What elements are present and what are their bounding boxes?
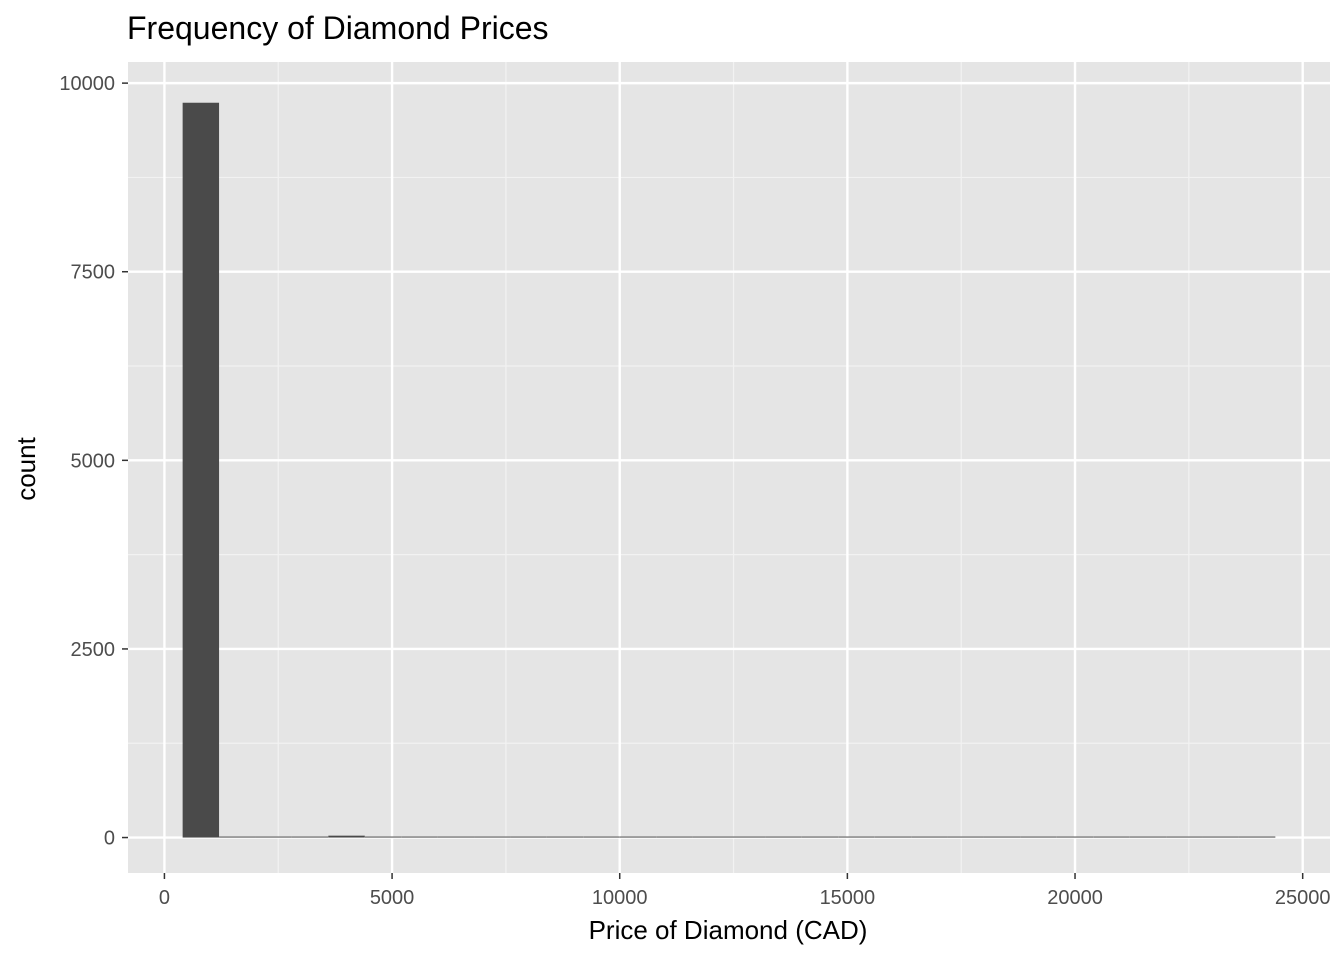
- x-tick-label: 25000: [1275, 887, 1331, 909]
- histogram-bar: [255, 836, 292, 838]
- histogram-bar: [1166, 836, 1203, 838]
- grid-lines: [128, 62, 1330, 873]
- histogram-bar: [692, 836, 729, 838]
- histogram-bar: [874, 836, 912, 838]
- histogram-bar: [729, 836, 766, 838]
- histogram-bar: [546, 836, 584, 838]
- histogram-bar: [656, 836, 693, 838]
- histogram-bar: [328, 835, 365, 838]
- y-tick-label: 10000: [59, 73, 115, 95]
- y-tick-label: 2500: [71, 639, 116, 661]
- y-tick-label: 7500: [71, 262, 116, 284]
- histogram-bar: [219, 836, 256, 838]
- x-tick-label: 20000: [1047, 887, 1103, 909]
- histogram-bar: [911, 836, 948, 838]
- histogram-bar: [474, 836, 511, 838]
- histogram-bar: [1202, 836, 1239, 838]
- histogram-bar: [510, 836, 547, 838]
- histogram-bar: [1093, 836, 1130, 838]
- histogram-bar: [1056, 836, 1094, 838]
- x-tick-label: 5000: [370, 887, 415, 909]
- histogram-bar: [801, 836, 839, 838]
- histogram-bar: [765, 836, 802, 838]
- histogram-bar: [1238, 836, 1276, 838]
- histogram-bar: [1129, 836, 1167, 838]
- histogram-bar: [291, 836, 329, 838]
- histogram-bar: [838, 836, 875, 838]
- histogram-bar: [364, 836, 402, 838]
- x-tick-label: 15000: [820, 887, 876, 909]
- histogram-bar: [401, 836, 438, 838]
- x-tick-label: 10000: [592, 887, 648, 909]
- panel-background: [128, 62, 1330, 873]
- histogram-bars: [182, 102, 1276, 838]
- x-axis-title: Price of Diamond (CAD): [589, 915, 868, 945]
- histogram-bar: [983, 836, 1021, 838]
- x-tick-label: 0: [159, 887, 170, 909]
- axes: 0 5000 10000 15000 20000 25000 0 2500 5000 7500 10…: [59, 73, 1330, 909]
- histogram-bar: [947, 836, 984, 838]
- plot-panel: [128, 62, 1330, 873]
- y-tick-label: 0: [104, 828, 115, 850]
- histogram-bar: [583, 836, 620, 838]
- histogram-bar: [1020, 836, 1057, 838]
- histogram-bar: [619, 836, 657, 838]
- histogram-bar: [182, 102, 220, 838]
- y-axis-title: count: [11, 436, 41, 500]
- histogram-bar: [437, 836, 475, 838]
- chart-title: Frequency of Diamond Prices: [127, 10, 549, 46]
- y-tick-label: 5000: [71, 450, 116, 472]
